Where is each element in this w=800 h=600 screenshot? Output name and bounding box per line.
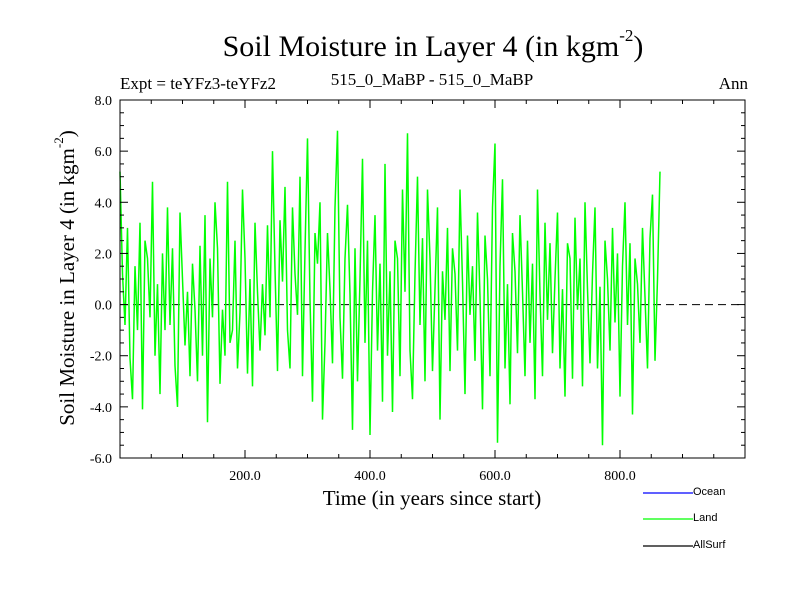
legend-label-land: Land <box>693 512 718 524</box>
y-axis-label-text: Soil Moisture in Layer 4 (in kgm <box>55 148 79 426</box>
x-tick-label: 400.0 <box>354 469 386 484</box>
x-tick-label: 200.0 <box>229 469 261 484</box>
y-tick-label: 2.0 <box>95 247 113 262</box>
y-axis-label: Soil Moisture in Layer 4 (in kgm-2) <box>51 130 80 426</box>
y-tick-label: 6.0 <box>95 145 113 160</box>
y-tick-label: 8.0 <box>95 94 113 109</box>
axis-ticks <box>120 99 745 459</box>
season-label: Ann <box>718 74 748 93</box>
y-tick-label: 4.0 <box>95 196 113 211</box>
experiment-label: Expt = teYFz3-teYFz2 <box>120 74 276 93</box>
series-group <box>119 130 661 446</box>
chart-title-superscript: -2 <box>619 26 634 45</box>
x-tick-label: 600.0 <box>479 469 511 484</box>
y-axis-label-superscript: -2 <box>51 137 66 149</box>
legend-label-allsurf: AllSurf <box>693 539 726 551</box>
legend-label-ocean: Ocean <box>693 486 726 498</box>
chart-title-close: ) <box>633 30 644 63</box>
axis-tick-labels: -6.0 -4.0 -2.0 0.0 2.0 4.0 6.0 8.0 200.0 400.0 600… <box>90 94 636 484</box>
y-tick-label: -2.0 <box>90 350 112 365</box>
y-tick-label: 0.0 <box>95 299 113 314</box>
x-axis-label: Time (in years since start) <box>322 486 542 510</box>
y-tick-label: -4.0 <box>90 401 112 416</box>
chart-title: Soil Moisture in Layer 4 (in kgm-2) <box>0 26 800 64</box>
series-line-land <box>119 130 661 446</box>
y-tick-label: -6.0 <box>90 452 112 467</box>
chart-subtitle: 515_0_MaBP - 515_0_MaBP <box>330 70 534 89</box>
chart-title-text: Soil Moisture in Layer 4 (in kgm <box>222 30 620 63</box>
y-axis-label-close: ) <box>55 130 79 138</box>
legend-lines <box>643 492 693 547</box>
x-tick-label: 800.0 <box>604 469 636 484</box>
